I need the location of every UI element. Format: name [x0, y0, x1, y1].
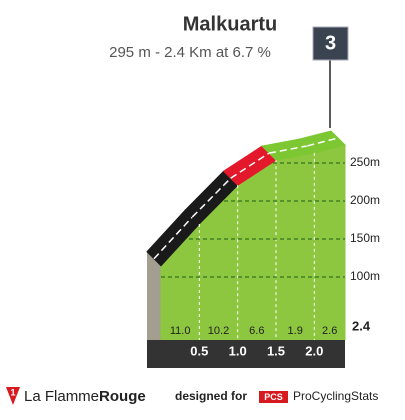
credit-logo: PCS	[264, 392, 283, 402]
center-dash	[268, 145, 308, 154]
credit-name: ProCyclingStats	[293, 389, 378, 403]
brand-icon	[6, 387, 20, 405]
y-tick-label: 250m	[350, 155, 380, 169]
gradient-label: 10.2	[208, 325, 229, 337]
gradient-label: 11.0	[170, 325, 191, 337]
gradient-label: 1.9	[288, 325, 303, 337]
center-dash	[230, 152, 270, 179]
km-bar	[147, 340, 345, 368]
y-tick-label: 100m	[350, 269, 380, 283]
center-dash	[153, 216, 193, 260]
brand: La FlammeRouge	[24, 388, 146, 405]
center-dash	[307, 137, 339, 147]
center-dash	[191, 177, 232, 218]
category-badge	[312, 26, 349, 61]
x-end-label: 2.4	[352, 318, 371, 333]
chart-subtitle: 295 m - 2.4 Km at 6.7 %	[109, 44, 271, 61]
side-face	[147, 251, 161, 368]
credit: designed for	[175, 389, 247, 403]
brand-part: Rouge	[99, 388, 146, 405]
chart-title: Malkuartu	[183, 13, 277, 35]
category-label: 3	[325, 32, 336, 54]
brand-icon-text: 1	[10, 387, 15, 397]
x-tick-label: 1.5	[267, 343, 285, 358]
y-tick-label: 150m	[350, 231, 380, 245]
gradient-label: 2.6	[322, 325, 337, 337]
segment-face	[275, 152, 315, 341]
gradient-label: 6.6	[249, 325, 264, 337]
brand-part: La Flamme	[24, 388, 99, 405]
segment-face	[237, 159, 277, 341]
segment-face	[313, 144, 346, 341]
y-tick-label: 200m	[350, 193, 380, 207]
plot: 11.0 10.2 6.6 1.9 2.6 100m 150m 200m 250m 0.5 1.0 1…	[146, 130, 380, 368]
credit-logo-box	[259, 391, 288, 403]
x-tick-label: 1.0	[229, 343, 247, 358]
x-tick-label: 0.5	[190, 343, 208, 358]
x-tick-label: 2.0	[305, 343, 323, 358]
